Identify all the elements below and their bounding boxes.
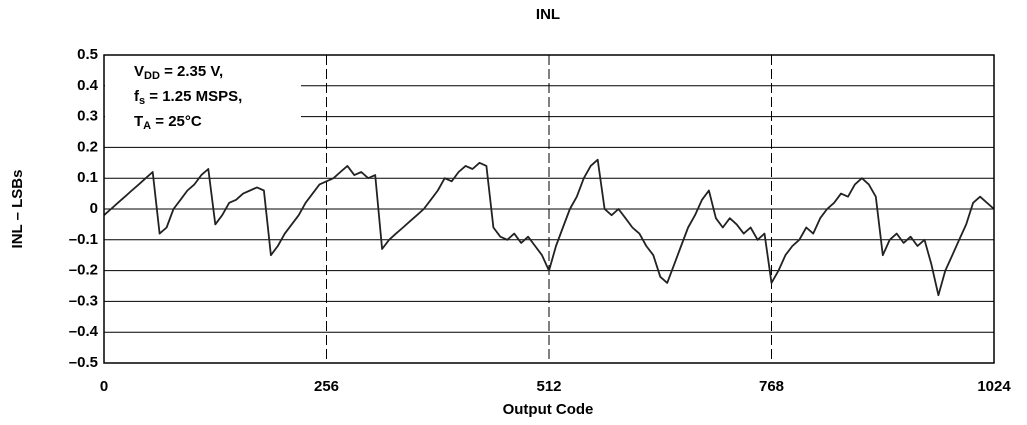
- y-tick-label: 0.3: [77, 108, 98, 125]
- annotation-subscript: DD: [144, 70, 160, 82]
- y-tick-label: –0.5: [69, 354, 98, 371]
- annotation: fs = 1.25 MSPS,: [134, 88, 242, 107]
- annotation-text: V: [134, 63, 144, 80]
- data-line: [103, 158, 995, 297]
- y-tick-label: 0.1: [77, 169, 98, 186]
- annotation-text: = 25°C: [151, 113, 202, 130]
- x-tick-label: 0: [100, 378, 108, 395]
- x-tick-label: 256: [314, 378, 339, 395]
- plot-frame: [103, 54, 995, 364]
- x-axis-label: Output Code: [503, 401, 594, 418]
- y-tick-label: –0.2: [69, 262, 98, 279]
- y-tick-label: 0.2: [77, 138, 98, 155]
- annotation-subscript: s: [139, 95, 145, 107]
- annotation: VDD = 2.35 V,: [134, 63, 223, 82]
- y-axis-label: INL – LSBs: [9, 170, 26, 249]
- x-tick-label: 768: [759, 378, 784, 395]
- y-tick-label: 0: [90, 200, 98, 217]
- y-tick-label: –0.1: [69, 231, 98, 248]
- x-tick-label: 1024: [977, 378, 1011, 395]
- annotation-text: = 1.25 MSPS,: [145, 88, 242, 105]
- annotation-text: f: [134, 88, 140, 105]
- annotation-text: T: [134, 113, 143, 130]
- y-tick-label: –0.3: [69, 292, 98, 309]
- y-tick-label: –0.4: [69, 323, 99, 340]
- x-tick-label: 512: [536, 378, 561, 395]
- annotation-box: [105, 56, 301, 132]
- chart-title: INL: [536, 6, 560, 23]
- annotation-text: = 2.35 V,: [160, 63, 223, 80]
- y-tick-label: 0.5: [77, 46, 98, 63]
- annotation-subscript: A: [143, 120, 151, 132]
- annotation: TA = 25°C: [134, 113, 202, 132]
- y-tick-label: 0.4: [77, 77, 99, 94]
